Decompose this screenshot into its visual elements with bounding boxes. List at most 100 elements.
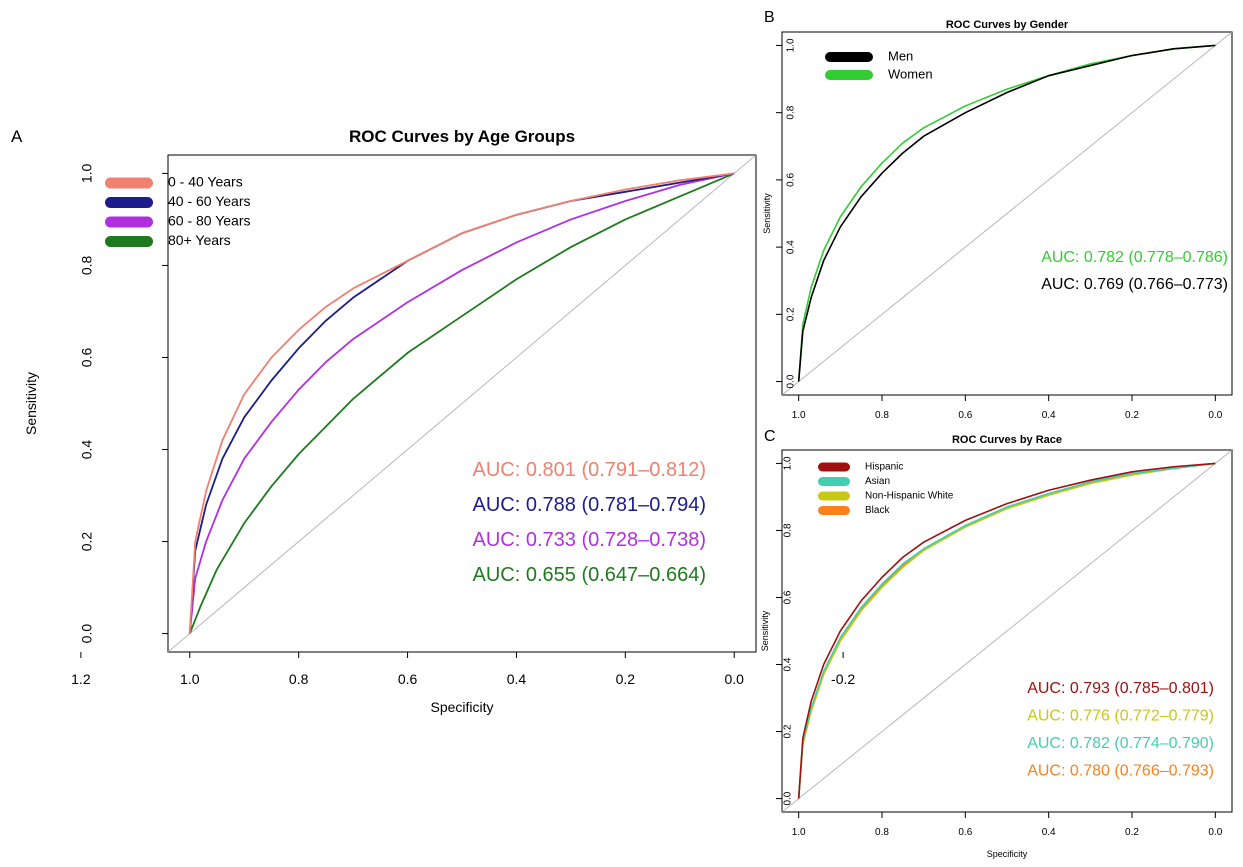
x-tick-label: 1.0 — [180, 671, 200, 687]
legend-swatch — [818, 491, 850, 501]
x-tick-label: 0.4 — [1042, 827, 1056, 838]
series-lines — [797, 462, 1216, 799]
y-tick-label: 1.0 — [783, 456, 794, 470]
x-tick-label: 0.2 — [1125, 827, 1139, 838]
series-lines — [188, 172, 735, 634]
auc-label: AUC: 0.782 (0.774–0.790) — [1027, 735, 1214, 752]
auc-label: AUC: 0.801 (0.791–0.812) — [473, 459, 707, 481]
y-tick-label: 0.2 — [783, 724, 794, 738]
roc-line-60-80-years — [188, 172, 735, 634]
y-tick-label: 0.2 — [79, 532, 95, 552]
auc-label: AUC: 0.782 (0.778–0.786) — [1041, 249, 1228, 266]
legend-label: 40 - 60 Years — [168, 193, 251, 209]
chart-title: ROC Curves by Gender — [946, 19, 1069, 31]
roc-line-women — [797, 44, 1216, 382]
panel-letter: C — [764, 428, 776, 445]
x-tick-label: 0.8 — [875, 410, 889, 421]
auc-label: AUC: 0.788 (0.781–0.794) — [473, 494, 707, 516]
panel-letter: A — [11, 127, 23, 146]
roc-line-non-hispanic-white — [797, 462, 1216, 799]
y-tick-label: 0.6 — [786, 173, 797, 187]
legend-label: Black — [865, 505, 890, 516]
legend: Hispanic Asian Non-Hispanic White Black — [818, 462, 954, 516]
legend-swatch — [105, 216, 153, 228]
x-axis: 1.0 0.8 0.6 0.4 0.2 0.0 — [792, 395, 1223, 421]
y-tick-label: 1.0 — [79, 163, 95, 183]
auc-annotations: AUC: 0.801 (0.791–0.812) AUC: 0.788 (0.78… — [473, 459, 707, 586]
x-tick-label: 1.2 — [71, 671, 91, 687]
legend-label: 0 - 40 Years — [168, 174, 243, 190]
plot-frame — [167, 154, 757, 653]
x-tick-label: -0.2 — [831, 671, 855, 687]
legend: Men Women — [825, 48, 933, 81]
x-tick-label: 0.6 — [398, 671, 418, 687]
roc-line-40-60-years — [188, 172, 735, 634]
auc-label: AUC: 0.776 (0.772–0.779) — [1027, 708, 1214, 725]
chart-title: ROC Curves by Age Groups — [349, 127, 575, 146]
auc-label: AUC: 0.793 (0.785–0.801) — [1027, 680, 1214, 697]
legend-label: Women — [888, 66, 933, 81]
x-tick-label: 0.8 — [289, 671, 309, 687]
legend-label: Hispanic — [865, 462, 903, 473]
legend-swatch — [818, 477, 850, 486]
legend-label: 80+ Years — [168, 232, 231, 248]
plot-frame — [781, 449, 1233, 813]
roc-line-men — [797, 44, 1216, 382]
chart-title: ROC Curves by Race — [952, 434, 1062, 446]
y-tick-label: 1.0 — [786, 38, 797, 52]
legend-swatch — [105, 197, 153, 208]
legend-swatch — [825, 52, 873, 62]
x-tick-label: 0.4 — [507, 671, 527, 687]
y-tick-label: 0.0 — [79, 624, 95, 644]
panel-a: A ROC Curves by Age Groups 1.2 1.0 0.8 0.6 0.4… — [11, 127, 855, 715]
y-tick-label: 0.4 — [79, 440, 95, 460]
legend-swatch — [105, 236, 153, 247]
panel-letter: B — [764, 9, 775, 26]
y-axis-label: Sensitivity — [762, 193, 772, 234]
reference-diagonal — [782, 450, 1232, 812]
y-tick-label: 0.8 — [79, 256, 95, 276]
x-tick-label: 0.6 — [958, 410, 972, 421]
y-axis: 0.0 0.2 0.4 0.6 0.8 1.0 — [79, 163, 168, 643]
auc-annotations: AUC: 0.793 (0.785–0.801) AUC: 0.776 (0.77… — [1027, 680, 1214, 780]
roc-line-asian — [797, 462, 1216, 799]
auc-label: AUC: 0.655 (0.647–0.664) — [473, 564, 707, 586]
y-tick-label: 0.4 — [786, 240, 797, 254]
y-axis: 0.0 0.2 0.4 0.6 0.8 1.0 — [776, 38, 797, 389]
auc-annotations: AUC: 0.782 (0.778–0.786) AUC: 0.769 (0.76… — [1041, 249, 1228, 293]
y-tick-label: 0.8 — [783, 523, 794, 537]
y-tick-label: 0.8 — [786, 105, 797, 119]
x-tick-label: 0.2 — [1125, 410, 1139, 421]
y-axis-label: Sensitivity — [760, 610, 770, 651]
y-tick-label: 0.0 — [786, 374, 797, 388]
x-axis: 1.2 1.0 0.8 0.6 0.4 0.2 0.0 -0.2 — [71, 652, 855, 687]
legend-swatch — [818, 462, 850, 472]
x-tick-label: 0.2 — [616, 671, 636, 687]
roc-line-0-40-years — [188, 172, 735, 634]
x-tick-label: 1.0 — [792, 410, 806, 421]
x-tick-label: 0.0 — [1208, 827, 1222, 838]
legend-label: 60 - 80 Years — [168, 213, 251, 229]
reference-diagonal — [782, 32, 1232, 395]
legend-swatch — [105, 177, 153, 189]
legend-label: Asian — [865, 476, 890, 487]
y-tick-label: 0.2 — [786, 307, 797, 321]
x-axis-label: Specificity — [430, 699, 493, 715]
auc-label: AUC: 0.733 (0.728–0.738) — [473, 529, 707, 551]
legend-swatch — [825, 70, 873, 80]
reference-diagonal — [168, 155, 756, 652]
x-tick-label: 1.0 — [792, 827, 806, 838]
y-tick-label: 0.4 — [783, 657, 794, 671]
legend-swatch — [818, 506, 850, 515]
y-tick-label: 0.6 — [783, 590, 794, 604]
y-axis-label: Sensitivity — [23, 372, 39, 435]
auc-label: AUC: 0.769 (0.766–0.773) — [1041, 276, 1228, 293]
x-tick-label: 0.0 — [1208, 410, 1222, 421]
x-tick-label: 0.6 — [958, 827, 972, 838]
y-tick-label: 0.0 — [783, 791, 794, 805]
series-lines — [797, 44, 1216, 382]
x-tick-label: 0.8 — [875, 827, 889, 838]
x-axis-label: Specificity — [987, 849, 1028, 859]
